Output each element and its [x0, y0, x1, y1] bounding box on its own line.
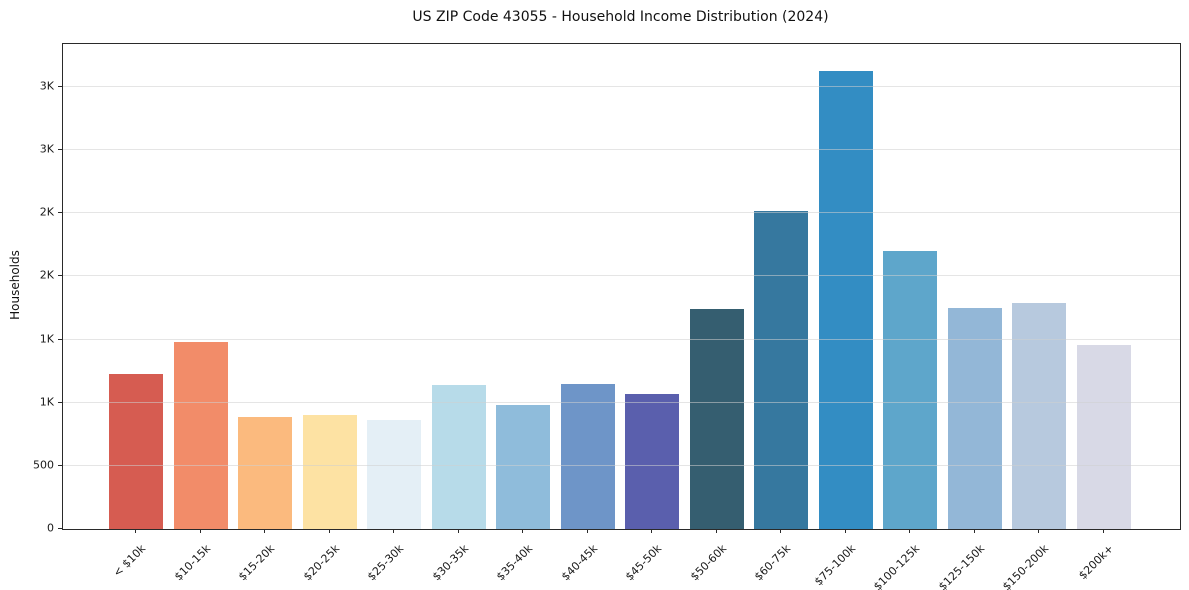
- x-tick-label: $25-30k: [365, 537, 442, 583]
- gridline: [63, 85, 1180, 87]
- bar-7: [496, 405, 550, 529]
- x-tick-mark: [135, 529, 136, 533]
- x-tick-label: $75-100k: [811, 537, 901, 588]
- x-tick-mark: [199, 529, 201, 533]
- x-tick-label: $100-125k: [871, 537, 972, 590]
- gridline: [63, 338, 1180, 340]
- x-tick-label: < $10k: [111, 537, 179, 580]
- y-tick-label: 1K: [39, 395, 54, 409]
- x-tick-label: $20-25k: [300, 537, 378, 583]
- x-tick-mark: [844, 529, 846, 533]
- bar-1: [109, 373, 163, 529]
- bar-5: [367, 420, 421, 529]
- x-tick-label: $125-150k: [936, 537, 1037, 590]
- x-tick-label: $35-40k: [494, 537, 571, 583]
- x-tick-label: $15-20k: [236, 537, 313, 583]
- x-tick-label: $45-50k: [623, 537, 700, 583]
- bar-15: [1012, 302, 1066, 529]
- gridline: [63, 464, 1180, 466]
- x-tick-mark: [909, 529, 910, 533]
- x-tick-mark: [780, 529, 781, 533]
- y-axis-label: Households: [8, 250, 22, 320]
- x-tick-mark: [586, 529, 588, 533]
- x-tick-mark: [973, 529, 975, 533]
- y-tick-label: 3K: [39, 142, 54, 156]
- bar-3: [238, 416, 292, 529]
- bar-12: [818, 70, 873, 529]
- bar-14: [947, 308, 1002, 529]
- x-tick-mark: [1102, 529, 1104, 533]
- gridline: [63, 275, 1180, 277]
- x-tick-mark: [328, 529, 330, 533]
- y-tick-mark: [58, 464, 62, 466]
- x-tick-label: $30-35k: [429, 537, 507, 583]
- gridline: [63, 401, 1180, 403]
- bar-6: [431, 385, 486, 529]
- x-tick-label-text: < $10k: [110, 542, 149, 580]
- y-tick-mark: [58, 401, 62, 403]
- bar-4: [302, 415, 357, 529]
- y-tick-mark: [58, 149, 62, 151]
- x-tick-mark: [457, 529, 459, 533]
- x-tick-mark: [1038, 529, 1039, 533]
- x-tick-label: $60-75k: [752, 537, 829, 583]
- y-tick-mark: [58, 275, 62, 277]
- y-tick-label: 2K: [39, 268, 54, 282]
- y-tick-mark: [58, 212, 62, 214]
- x-tick-label: $40-45k: [558, 537, 636, 583]
- plot-area: [62, 43, 1181, 530]
- bar-2: [173, 342, 228, 529]
- y-tick-mark: [58, 338, 62, 340]
- y-tick-mark: [58, 528, 62, 529]
- gridline: [63, 149, 1180, 151]
- y-tick-label: 500: [33, 458, 54, 472]
- x-tick-label: $150-200k: [1000, 537, 1101, 590]
- x-tick-label: $50-60k: [687, 537, 765, 583]
- x-tick-mark: [393, 529, 394, 533]
- y-tick-label: 0: [47, 521, 54, 535]
- gridline: [63, 212, 1180, 214]
- bar-11: [754, 210, 808, 529]
- x-tick-mark: [651, 529, 652, 533]
- y-tick-label: 3K: [39, 79, 54, 93]
- x-tick-label: $10-15k: [171, 537, 249, 583]
- y-tick-label: 2K: [39, 205, 54, 219]
- x-tick-label: $200k+: [1076, 537, 1151, 582]
- x-tick-mark: [264, 529, 265, 533]
- y-tick-label: 1K: [39, 332, 54, 345]
- x-tick-mark: [715, 529, 717, 533]
- bar-16: [1076, 344, 1131, 529]
- y-tick-mark: [58, 85, 62, 87]
- bar-10: [689, 309, 744, 529]
- chart-title: US ZIP Code 43055 - Household Income Dis…: [412, 9, 829, 25]
- x-tick-mark: [522, 529, 523, 533]
- bar-8: [560, 383, 615, 529]
- bar-9: [625, 393, 679, 529]
- bar-13: [883, 251, 937, 529]
